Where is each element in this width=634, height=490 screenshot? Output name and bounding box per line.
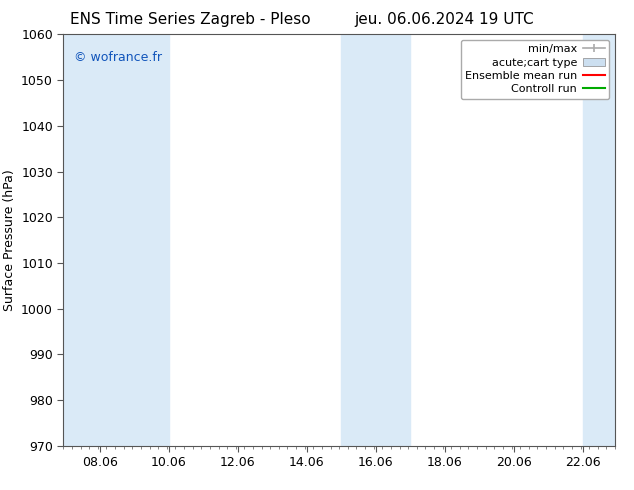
Bar	[63, 34, 169, 446]
Legend: min/max, acute;cart type, Ensemble mean run, Controll run: min/max, acute;cart type, Ensemble mean …	[460, 40, 609, 99]
Text: © wofrance.fr: © wofrance.fr	[74, 51, 162, 64]
Y-axis label: Surface Pressure (hPa): Surface Pressure (hPa)	[3, 169, 16, 311]
Text: jeu. 06.06.2024 19 UTC: jeu. 06.06.2024 19 UTC	[354, 12, 534, 27]
Text: ENS Time Series Zagreb - Pleso: ENS Time Series Zagreb - Pleso	[70, 12, 311, 27]
Bar	[583, 34, 632, 446]
Title: ENS Time Series Zagreb - Pleso      jeu. 06.06.2024 19 UTC: ENS Time Series Zagreb - Pleso jeu. 06.0…	[0, 489, 1, 490]
Bar	[341, 34, 410, 446]
